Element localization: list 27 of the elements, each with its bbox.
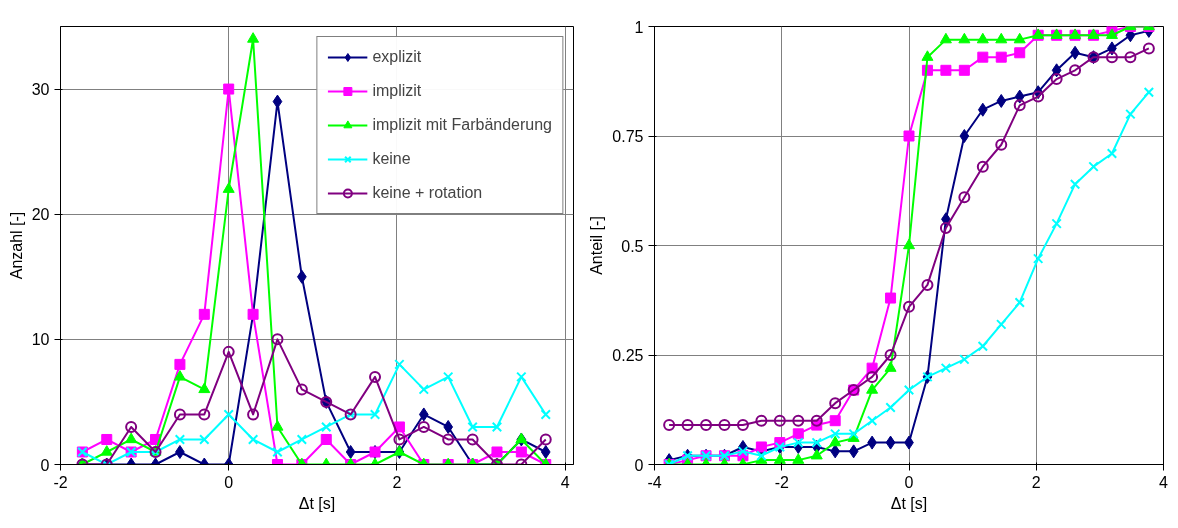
- x-tick-label: 2: [392, 473, 402, 491]
- y-tick-label: 1: [634, 18, 644, 36]
- x-tick-label: -2: [774, 473, 789, 491]
- y-tick-label: 20: [31, 206, 50, 224]
- x-tick-label: 4: [560, 473, 570, 491]
- y-axis-title: Anzahl [-]: [7, 211, 25, 280]
- y-tick-label: 0: [634, 456, 644, 474]
- legend-label: explizit: [372, 48, 422, 66]
- x-tick-label: 0: [904, 473, 914, 491]
- x-tick-label: 0: [224, 473, 234, 491]
- legend-label: keine: [372, 150, 411, 168]
- x-axis-title: Δt [s]: [298, 494, 336, 512]
- y-tick-label: 0: [40, 456, 50, 474]
- y-tick-label: 0.75: [612, 128, 644, 145]
- y-tick-label: 30: [31, 81, 50, 99]
- y-tick-label: 10: [31, 331, 50, 349]
- y-tick-label: 0.25: [612, 347, 644, 364]
- x-tick-label: -4: [647, 473, 662, 491]
- legend-label: implizit: [372, 82, 422, 100]
- y-axis-title: Anteil [-]: [588, 216, 606, 275]
- x-tick-label: -2: [53, 473, 68, 491]
- legend-label: keine + rotation: [372, 184, 483, 202]
- x-tick-label: 4: [1159, 473, 1169, 491]
- x-tick-label: 2: [1031, 473, 1041, 491]
- legend-label: implizit mit Farbänderung: [372, 116, 552, 134]
- x-axis-title: Δt [s]: [890, 494, 928, 512]
- y-tick-label: 0.5: [621, 237, 644, 255]
